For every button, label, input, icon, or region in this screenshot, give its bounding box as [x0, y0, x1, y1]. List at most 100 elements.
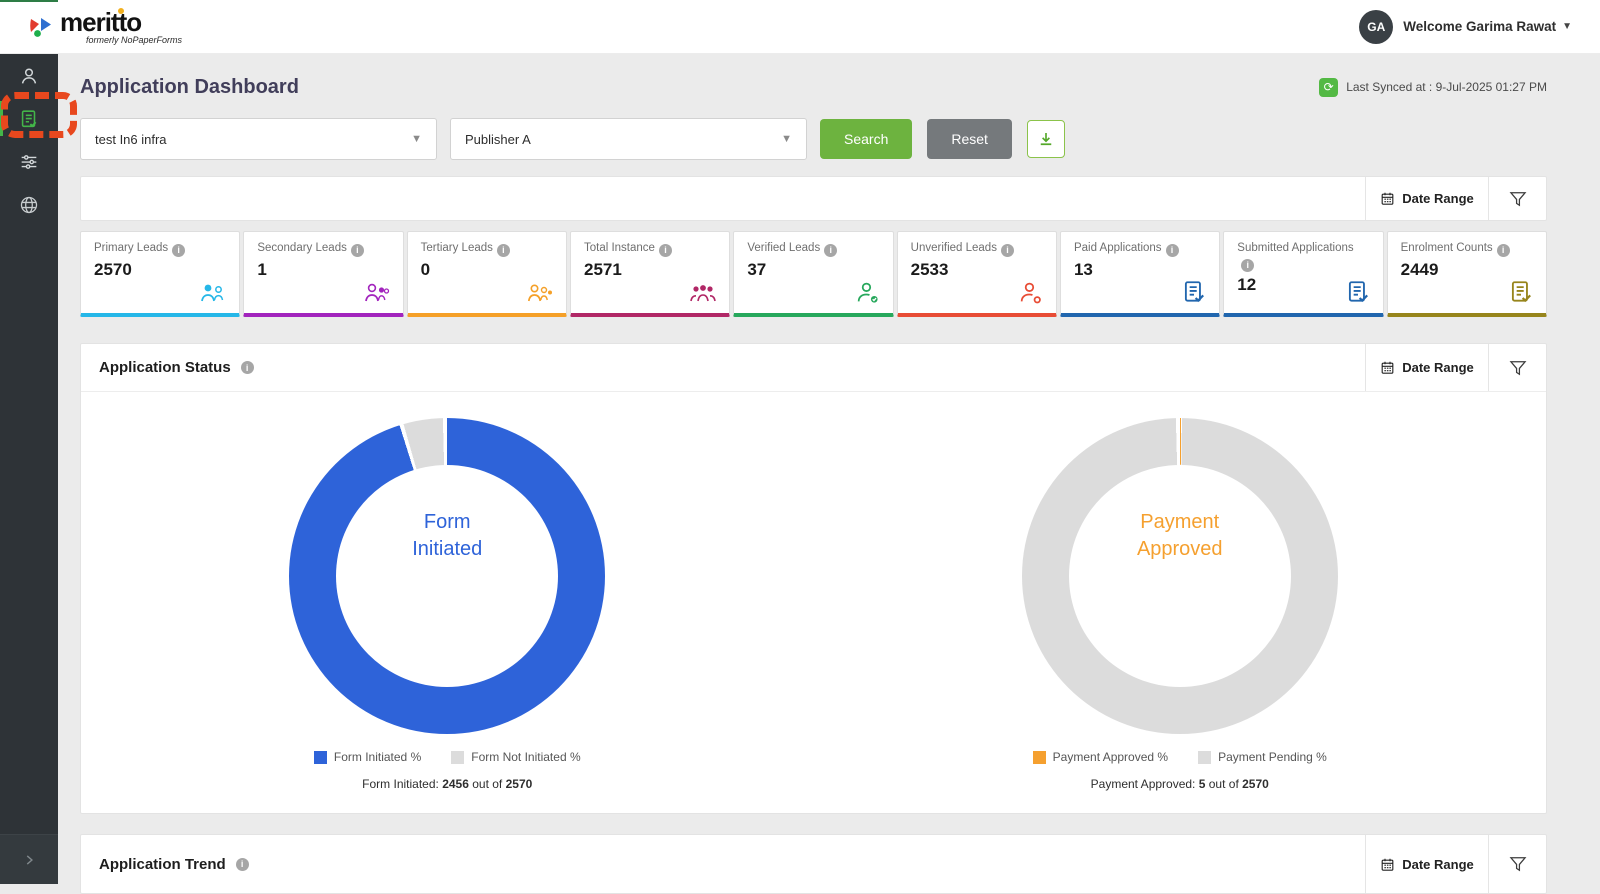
meritto-logo: meritto formerly NoPaperForms [28, 6, 183, 45]
publisher-select-dropdown[interactable]: Publisher A ▼ [450, 118, 807, 160]
logo-wordmark: meritto [60, 6, 142, 37]
filter-button[interactable] [1489, 177, 1546, 220]
stat-label: Primary Leads [94, 242, 169, 254]
stat-label: Verified Leads [747, 242, 821, 254]
info-icon[interactable]: i [496, 244, 510, 257]
stat-label: Enrolment Counts [1400, 242, 1493, 254]
application-status-title: Application Status [99, 359, 231, 376]
stat-value: 2449 [1400, 260, 1439, 279]
application-status-panel: Application Status i Date Range [80, 343, 1547, 814]
donut-chart-payment-approved: Payment Approved [1021, 418, 1338, 734]
filter-funnel-icon [1509, 857, 1526, 872]
logo-subtitle: formerly NoPaperForms [86, 34, 183, 45]
main-content: Application Dashboard ⟳ Last Synced at :… [58, 54, 1600, 894]
chevron-down-icon: ▼ [781, 133, 792, 145]
filter-button[interactable] [1489, 344, 1546, 391]
filter-funnel-icon [1509, 360, 1526, 375]
download-button[interactable] [1026, 120, 1065, 158]
donut-center-label: Form Initiated [412, 511, 483, 560]
stat-label: Paid Applications [1073, 242, 1162, 254]
stat-cards-row: Primary Leads i 2570 Secondary Leads i 1 T… [80, 231, 1547, 317]
date-range-button[interactable]: Date Range [1366, 835, 1488, 893]
sidebar-item-global[interactable] [0, 183, 58, 226]
info-icon[interactable]: i [240, 361, 254, 374]
legend-swatch [1198, 750, 1212, 764]
stat-card-paid-applications: Paid Applications i 13 [1059, 231, 1221, 317]
stat-card-submitted-applications: Submitted Applications i 12 [1223, 231, 1384, 317]
donut-chart-form-initiated: Form Initiated [289, 418, 606, 734]
stat-label: Submitted Applications [1237, 242, 1354, 254]
stat-card-unverified-leads: Unverified Leads i 2533 [896, 231, 1057, 317]
filter-button[interactable] [1489, 835, 1546, 893]
avatar[interactable]: GA [1359, 9, 1394, 44]
date-range-label: Date Range [1402, 191, 1474, 206]
stat-value: 0 [420, 260, 431, 279]
user-icon [18, 65, 40, 87]
users-group-icon [689, 279, 717, 305]
user-menu[interactable]: GA Welcome Garima Rawat ▼ [1359, 9, 1572, 44]
date-range-button[interactable]: Date Range [1366, 177, 1488, 220]
info-icon[interactable]: i [1241, 259, 1255, 272]
calendar-icon [1381, 361, 1394, 374]
calendar-icon [1381, 192, 1394, 205]
date-range-button[interactable]: Date Range [1366, 344, 1488, 391]
sidebar-item-settings[interactable] [0, 140, 58, 183]
info-icon[interactable]: i [235, 857, 249, 871]
logo-i-dot [118, 7, 124, 14]
sidebar-expand-button[interactable] [0, 834, 58, 884]
date-range-label: Date Range [1402, 360, 1474, 375]
chart-legend: Form Initiated % Form Not Initiated % [313, 750, 581, 764]
page-title: Application Dashboard [80, 75, 299, 98]
stat-value: 1 [257, 260, 267, 279]
sidebar-accent-sliver [0, 0, 58, 2]
sidebar-nav [0, 54, 58, 884]
meritto-logo-icon [28, 12, 54, 42]
form-initiated-chart: Form Initiated Form Initiated % Form Not… [81, 418, 814, 791]
application-trend-title: Application Trend [99, 855, 226, 873]
info-icon[interactable]: i [350, 244, 364, 257]
legend-label: Form Initiated % [333, 750, 422, 764]
info-icon[interactable]: i [172, 244, 186, 257]
legend-label: Form Not Initiated % [471, 750, 581, 764]
info-icon[interactable]: i [824, 244, 838, 257]
publisher-select-value: Publisher A [465, 131, 531, 147]
sidebar-item-application-dashboard[interactable] [0, 97, 58, 140]
stat-value: 2533 [910, 260, 949, 279]
legend-swatch [1032, 750, 1046, 764]
legend-label: Payment Approved % [1052, 750, 1169, 764]
legend-swatch [313, 750, 327, 764]
info-icon[interactable]: i [1496, 244, 1510, 257]
stat-card-secondary-leads: Secondary Leads i 1 [243, 231, 404, 317]
search-button[interactable]: Search [820, 119, 913, 159]
chart-legend: Payment Approved % Payment Pending % [1032, 750, 1327, 764]
info-icon[interactable]: i [1000, 244, 1014, 257]
chart-caption: Form Initiated: 2456 out of 2570 [362, 777, 533, 791]
calendar-icon [1381, 858, 1394, 871]
donut-center-label: Payment Approved [1136, 511, 1223, 560]
user-alert-icon [1017, 279, 1044, 305]
last-synced: ⟳ Last Synced at : 9-Jul-2025 01:27 PM [1319, 77, 1547, 97]
payment-approved-chart: Payment Approved Payment Approved % Paym… [814, 418, 1547, 791]
stat-value: 2570 [94, 260, 132, 279]
doc-check-icon [1181, 279, 1207, 305]
stat-label: Tertiary Leads [420, 242, 493, 254]
application-trend-panel: Application Trend i Date Range [80, 834, 1547, 894]
info-icon[interactable]: i [658, 244, 672, 257]
stat-label: Unverified Leads [910, 242, 997, 254]
sidebar-item-profile[interactable] [0, 54, 58, 97]
stat-card-primary-leads: Primary Leads i 2570 [80, 231, 241, 317]
stat-value: 2571 [583, 260, 622, 279]
legend-label: Payment Pending % [1218, 750, 1327, 764]
form-select-value: test In6 infra [95, 131, 167, 147]
stat-card-enrolment-counts: Enrolment Counts i 2449 [1386, 231, 1547, 317]
globe-icon [18, 194, 40, 216]
top-header: meritto formerly NoPaperForms GA Welcome… [0, 0, 1600, 54]
refresh-icon[interactable]: ⟳ [1319, 77, 1339, 97]
users-icon [363, 279, 391, 305]
stat-label: Secondary Leads [257, 242, 347, 254]
date-range-label: Date Range [1402, 856, 1474, 872]
form-select-dropdown[interactable]: test In6 infra ▼ [80, 118, 437, 160]
info-icon[interactable]: i [1165, 244, 1179, 257]
legend-swatch [451, 750, 465, 764]
reset-button[interactable]: Reset [927, 119, 1012, 159]
